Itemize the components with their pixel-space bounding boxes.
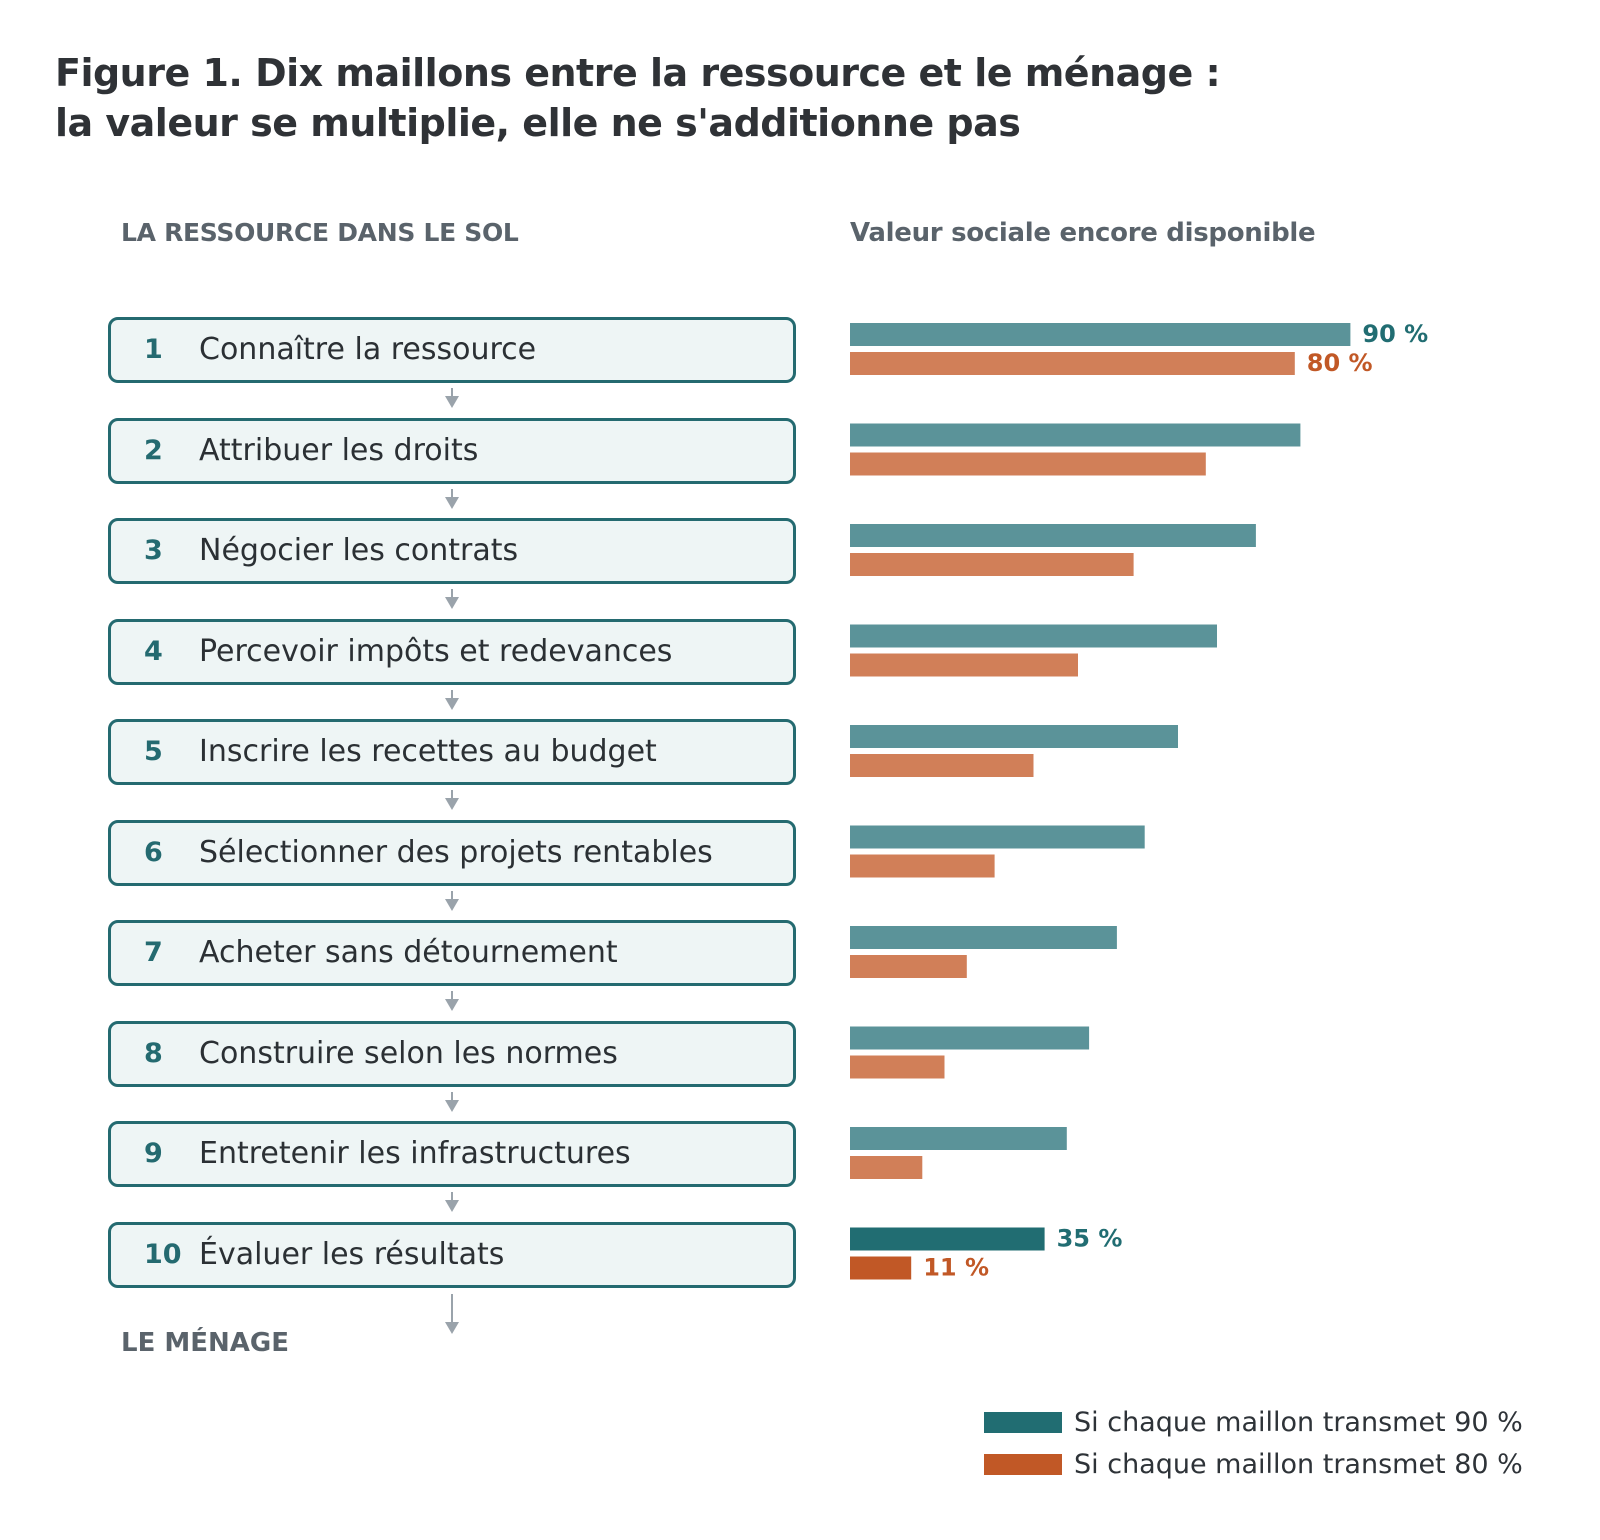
step-box-7: 7 Acheter sans détournement bbox=[108, 920, 796, 986]
down-arrow-icon bbox=[445, 589, 459, 609]
data-label-80-step-1: 80 % bbox=[1307, 349, 1373, 377]
chart-title-line-1: Figure 1. Dix maillons entre la ressourc… bbox=[55, 51, 1221, 95]
bar-80-step-9 bbox=[850, 1156, 923, 1179]
chart-subtitle: Valeur sociale encore disponible bbox=[850, 218, 1316, 248]
legend-swatch-90 bbox=[984, 1412, 1062, 1433]
bar-90-step-3 bbox=[850, 524, 1256, 547]
final-down-arrow-icon bbox=[445, 1293, 459, 1334]
step-label: Sélectionner des projets rentables bbox=[199, 834, 713, 870]
step-label: Percevoir impôts et redevances bbox=[199, 633, 673, 669]
step-box-6: 6 Sélectionner des projets rentables bbox=[108, 819, 796, 886]
step-label: Acheter sans détournement bbox=[199, 935, 618, 970]
step-label: Connaître la ressource bbox=[199, 332, 537, 367]
step-number: 3 bbox=[144, 535, 163, 566]
step-label: Évaluer les résultats bbox=[199, 1236, 505, 1272]
legend-label-80: Si chaque maillon transmet 80 % bbox=[1074, 1449, 1523, 1480]
down-arrow-icon bbox=[445, 1091, 459, 1112]
bar-80-step-8 bbox=[850, 1055, 945, 1079]
bar-90-step-1 bbox=[850, 323, 1351, 346]
legend-label-90: Si chaque maillon transmet 90 % bbox=[1074, 1407, 1523, 1438]
bar-90-step-10 bbox=[850, 1227, 1045, 1251]
data-label-80-step-10: 11 % bbox=[923, 1254, 989, 1282]
bar-90-step-7 bbox=[850, 926, 1117, 949]
bar-80-step-6 bbox=[850, 854, 995, 878]
legend-swatch-80 bbox=[984, 1454, 1062, 1475]
bar-80-step-10 bbox=[850, 1256, 912, 1280]
bottom-label-household: LE MÉNAGE bbox=[121, 1328, 289, 1358]
step-number: 1 bbox=[144, 334, 163, 365]
bar-90-step-8 bbox=[850, 1026, 1090, 1050]
down-arrow-icon bbox=[445, 488, 459, 509]
down-arrow-icon bbox=[445, 991, 459, 1011]
top-label-resource: LA RESSOURCE DANS LE SOL bbox=[121, 218, 519, 247]
chart-title: Figure 1. Dix maillons entre la ressourc… bbox=[55, 48, 1255, 148]
step-number: 4 bbox=[144, 635, 163, 667]
step-box-2: 2 Attribuer les droits bbox=[108, 417, 796, 484]
bar-90-step-2 bbox=[850, 423, 1301, 447]
step-label: Entretenir les infrastructures bbox=[199, 1136, 631, 1171]
down-arrow-icon bbox=[445, 1192, 459, 1212]
step-number: 2 bbox=[144, 434, 163, 466]
data-label-90-step-1: 90 % bbox=[1362, 320, 1428, 348]
bar-80-step-3 bbox=[850, 553, 1134, 576]
down-arrow-icon bbox=[445, 790, 459, 810]
step-box-8: 8 Construire selon les normes bbox=[108, 1020, 796, 1087]
bar-90-step-4 bbox=[850, 624, 1217, 648]
data-label-90-step-10: 35 % bbox=[1057, 1225, 1123, 1253]
step-box-9: 9 Entretenir les infrastructures bbox=[108, 1121, 796, 1187]
step-box-4: 4 Percevoir impôts et redevances bbox=[108, 618, 796, 685]
step-label: Négocier les contrats bbox=[199, 533, 519, 568]
step-number: 7 bbox=[144, 937, 163, 968]
bar-90-step-6 bbox=[850, 825, 1145, 849]
step-number: 6 bbox=[144, 836, 163, 868]
step-box-5: 5 Inscrire les recettes au budget bbox=[108, 719, 796, 785]
down-arrow-icon bbox=[445, 890, 459, 911]
bar-80-step-4 bbox=[850, 653, 1078, 677]
bar-80-step-2 bbox=[850, 452, 1206, 476]
down-arrow-icon bbox=[445, 689, 459, 710]
bar-80-step-7 bbox=[850, 955, 967, 978]
step-label: Construire selon les normes bbox=[199, 1035, 618, 1071]
bar-80-step-1 bbox=[850, 352, 1295, 375]
step-label: Inscrire les recettes au budget bbox=[199, 734, 657, 769]
bar-80-step-5 bbox=[850, 754, 1034, 777]
bar-90-step-5 bbox=[850, 725, 1178, 748]
step-box-10: 10 Évaluer les résultats bbox=[108, 1221, 796, 1288]
step-box-1: 1 Connaître la ressource bbox=[108, 317, 796, 383]
bar-90-step-9 bbox=[850, 1127, 1067, 1150]
step-box-3: 3 Négocier les contrats bbox=[108, 518, 796, 584]
step-number: 5 bbox=[144, 736, 163, 767]
step-number: 10 bbox=[144, 1238, 182, 1270]
step-number: 8 bbox=[144, 1037, 163, 1069]
step-label: Attribuer les droits bbox=[199, 432, 479, 468]
step-number: 9 bbox=[144, 1138, 163, 1169]
chart-title-line-2: la valeur se multiplie, elle ne s'additi… bbox=[55, 101, 1021, 145]
down-arrow-icon bbox=[445, 388, 459, 408]
